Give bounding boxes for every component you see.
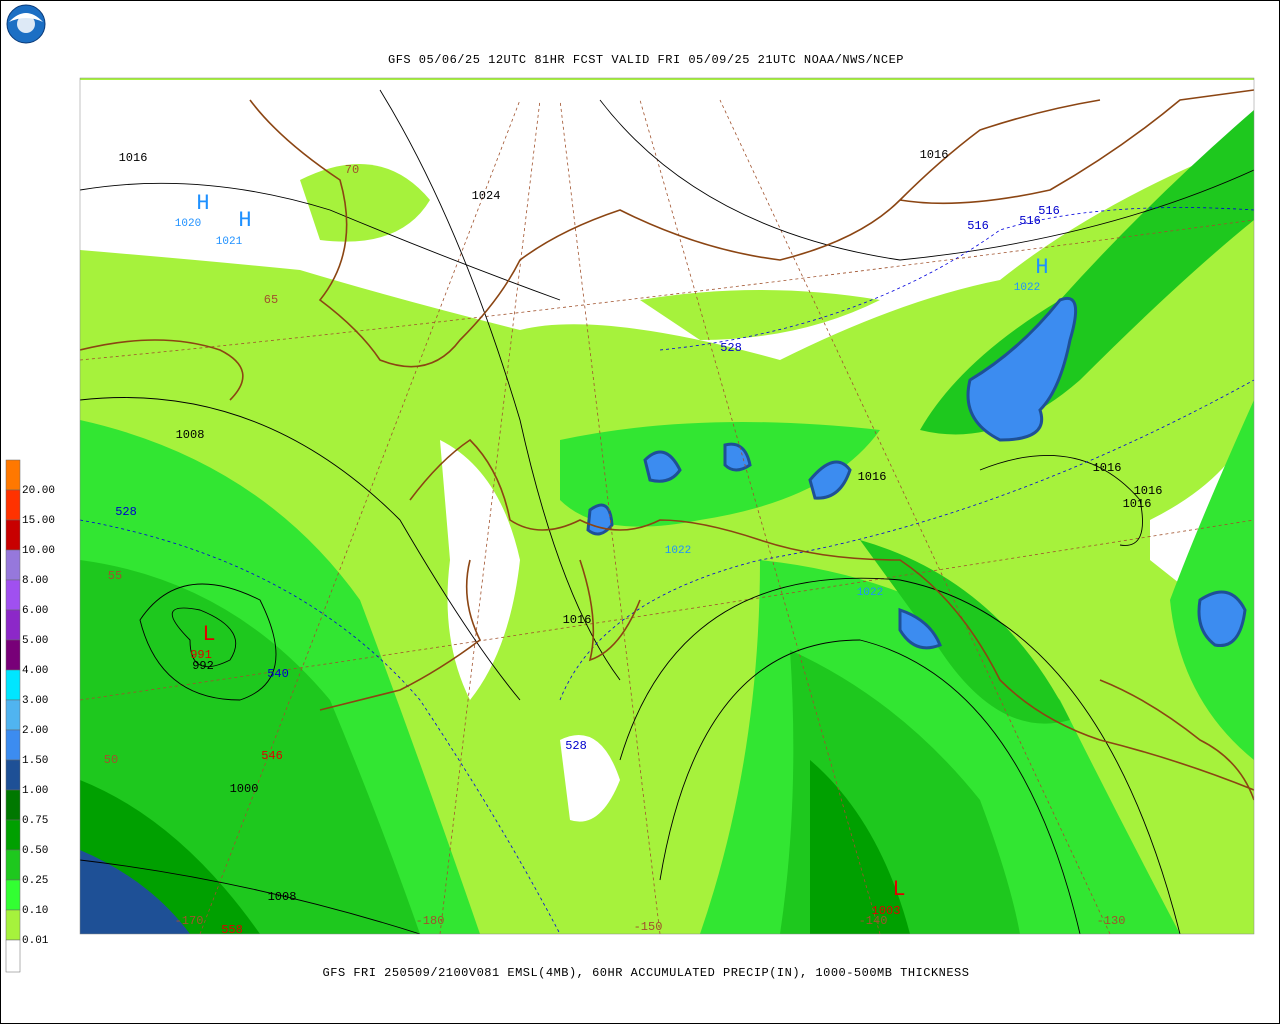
- legend-swatch: [5, 729, 21, 761]
- isobar-label: 1000: [230, 782, 259, 796]
- map-labels: H 1020 H 1021 1016 1024 1016 516 516 516…: [104, 148, 1163, 937]
- legend-label: 3.00: [22, 695, 48, 707]
- isobar-label: 1016: [1093, 461, 1122, 475]
- legend-label: 8.00: [22, 575, 48, 587]
- thickness-label: 528: [115, 505, 137, 519]
- latitude-label: 55: [108, 569, 122, 583]
- pressure-label: 1021: [216, 236, 243, 248]
- longitude-label: -140: [859, 914, 888, 928]
- pressure-label: 1022: [857, 587, 883, 599]
- isobar-label: 1016: [119, 151, 148, 165]
- isobar-label: 1016: [920, 148, 949, 162]
- legend-label: 0.01: [22, 935, 49, 947]
- map: [80, 78, 1254, 934]
- legend-swatch: [5, 549, 21, 581]
- legend-label: 15.00: [22, 515, 55, 527]
- pressure-label: 1020: [175, 218, 201, 230]
- map-border: [79, 77, 1255, 935]
- legend-swatch: [5, 849, 21, 881]
- legend-label: 0.50: [22, 845, 48, 857]
- legend-label: 1.50: [22, 755, 48, 767]
- legend-label: 2.00: [22, 725, 48, 737]
- thickness-label: 558: [221, 923, 243, 937]
- legend-label: 0.25: [22, 875, 48, 887]
- isobar-label: 1024: [472, 189, 501, 203]
- longitude-label: -130: [1097, 914, 1126, 928]
- high-marker: H: [1035, 255, 1048, 280]
- high-marker: H: [238, 208, 251, 233]
- isobar-label: 992: [192, 659, 214, 673]
- thickness-label: 516: [1019, 214, 1041, 228]
- legend-label: 6.00: [22, 605, 48, 617]
- legend-label: 0.10: [22, 905, 48, 917]
- isobar-label: 1008: [176, 428, 205, 442]
- map-caption: GFS FRI 250509/2100V081 EMSL(4MB), 60HR …: [323, 966, 970, 980]
- thickness-label: 540: [267, 667, 289, 681]
- longitude-label: -180: [416, 914, 445, 928]
- legend-swatch: [5, 669, 21, 701]
- thickness-label: 528: [565, 739, 587, 753]
- legend-swatch: [5, 939, 21, 973]
- thickness-label: 546: [261, 749, 283, 763]
- low-marker: L: [892, 877, 905, 902]
- legend-swatch: [5, 459, 21, 491]
- low-marker: L: [202, 622, 215, 647]
- legend-swatch: [5, 789, 21, 821]
- legend-swatch: [5, 699, 21, 731]
- precip-legend: 20.00 15.00 10.00 8.00 6.00 5.00 4.00 3.00 2.00 1…: [5, 459, 55, 973]
- map-title: GFS 05/06/25 12UTC 81HR FCST VALID FRI 0…: [388, 53, 904, 67]
- legend-label: 5.00: [22, 635, 48, 647]
- latitude-label: 70: [345, 163, 359, 177]
- legend-swatch: [5, 609, 21, 641]
- legend-swatch: [5, 579, 21, 611]
- longitude-label: -150: [634, 920, 663, 934]
- legend-label: 1.00: [22, 785, 48, 797]
- latitude-label: 65: [264, 293, 278, 307]
- thickness-label: 516: [1038, 204, 1060, 218]
- pressure-label: 1022: [1014, 282, 1040, 294]
- noaa-logo: [6, 4, 46, 44]
- latitude-label: 50: [104, 753, 118, 767]
- legend-swatch: [5, 819, 21, 851]
- legend-swatch: [5, 639, 21, 671]
- high-marker: H: [196, 191, 209, 216]
- isobar-label: 1016: [858, 470, 887, 484]
- legend-swatch: [5, 759, 21, 791]
- thickness-label: 528: [720, 341, 742, 355]
- pressure-label: 991: [190, 648, 212, 662]
- legend-swatch: [5, 909, 21, 941]
- legend-swatch: [5, 489, 21, 521]
- legend-label: 20.00: [22, 485, 55, 497]
- isobar-label: 1016: [563, 613, 592, 627]
- pressure-label: 1022: [665, 545, 691, 557]
- thickness-label: 516: [967, 219, 989, 233]
- isobar-label: 1008: [268, 890, 297, 904]
- isobar-label: 1016: [1134, 484, 1163, 498]
- legend-swatch: [5, 879, 21, 911]
- isobar-label: 1016: [1123, 497, 1152, 511]
- pressure-label: 1003: [872, 904, 901, 918]
- legend-label: 0.75: [22, 815, 48, 827]
- longitude-label: -170: [175, 914, 204, 928]
- legend-label: 10.00: [22, 545, 55, 557]
- legend-swatch: [5, 519, 21, 551]
- legend-label: 4.00: [22, 665, 48, 677]
